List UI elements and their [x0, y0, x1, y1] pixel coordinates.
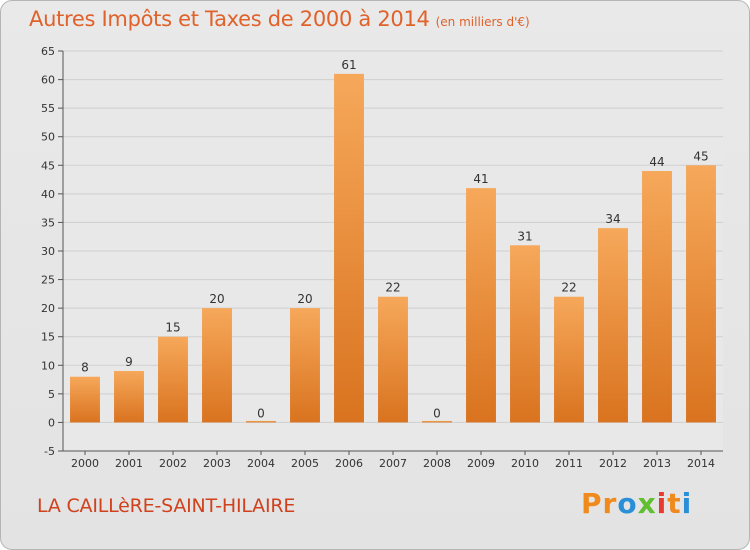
x-tick-label: 2012 — [599, 457, 627, 470]
bar-value-label: 8 — [81, 361, 89, 375]
bar-value-label: 15 — [165, 321, 180, 335]
y-tick-label: 40 — [41, 188, 55, 201]
bar-value-label: 0 — [257, 406, 265, 420]
y-tick-label: 50 — [41, 131, 55, 144]
bar — [114, 371, 144, 423]
x-tick-label: 2001 — [115, 457, 143, 470]
y-tick-label: 0 — [48, 416, 55, 429]
x-tick-label: 2002 — [159, 457, 187, 470]
bar-value-label: 22 — [385, 281, 400, 295]
bar — [334, 73, 364, 423]
x-tick-label: 2010 — [511, 457, 539, 470]
bar — [554, 296, 584, 423]
bar-value-label: 20 — [209, 292, 224, 306]
proxiti-logo: Proxiti — [581, 487, 693, 520]
x-tick-label: 2014 — [687, 457, 715, 470]
bar-value-label: 22 — [561, 281, 576, 295]
y-tick-label: 30 — [41, 245, 55, 258]
bar — [422, 420, 452, 423]
y-tick-label: 35 — [41, 216, 55, 229]
bar-value-label: 41 — [473, 172, 488, 186]
x-tick-label: 2013 — [643, 457, 671, 470]
y-tick-label: 60 — [41, 74, 55, 87]
x-tick-label: 2009 — [467, 457, 495, 470]
bar — [158, 336, 188, 423]
bar-value-label: 20 — [297, 292, 312, 306]
bar — [246, 420, 276, 423]
chart-title-text: Autres Impôts et Taxes de 2000 à 2014 — [29, 7, 430, 31]
x-tick-label: 2011 — [555, 457, 583, 470]
y-tick-label: 5 — [48, 388, 55, 401]
bar — [642, 171, 672, 423]
y-tick-label: 65 — [41, 45, 55, 58]
y-tick-label: 55 — [41, 102, 55, 115]
bar — [466, 188, 496, 423]
bar-value-label: 9 — [125, 355, 133, 369]
y-tick-label: 20 — [41, 302, 55, 315]
bar — [686, 165, 716, 423]
bar — [598, 228, 628, 423]
city-name: LA CAILLèRE-SAINT-HILAIRE — [37, 495, 296, 517]
x-tick-label: 2006 — [335, 457, 363, 470]
bar — [202, 308, 232, 423]
chart-unit: (en milliers d'€) — [435, 15, 530, 29]
bar-value-label: 0 — [433, 406, 441, 420]
x-tick-label: 2003 — [203, 457, 231, 470]
bar — [70, 376, 100, 423]
y-tick-label: 45 — [41, 159, 55, 172]
bar-value-label: 44 — [649, 155, 664, 169]
x-tick-label: 2007 — [379, 457, 407, 470]
bar-value-label: 61 — [341, 58, 356, 72]
x-tick-label: 2005 — [291, 457, 319, 470]
y-tick-label: -5 — [44, 445, 55, 458]
bar-value-label: 45 — [693, 149, 708, 163]
y-tick-label: 15 — [41, 331, 55, 344]
bar — [290, 308, 320, 423]
bar — [510, 245, 540, 423]
y-tick-label: 25 — [41, 274, 55, 287]
y-tick-label: 10 — [41, 359, 55, 372]
chart-title: Autres Impôts et Taxes de 2000 à 2014 (en… — [29, 7, 530, 31]
bar-value-label: 34 — [605, 212, 620, 226]
x-tick-label: 2000 — [71, 457, 99, 470]
bar — [378, 296, 408, 423]
bar-value-label: 31 — [517, 229, 532, 243]
x-tick-label: 2004 — [247, 457, 275, 470]
x-tick-label: 2008 — [423, 457, 451, 470]
